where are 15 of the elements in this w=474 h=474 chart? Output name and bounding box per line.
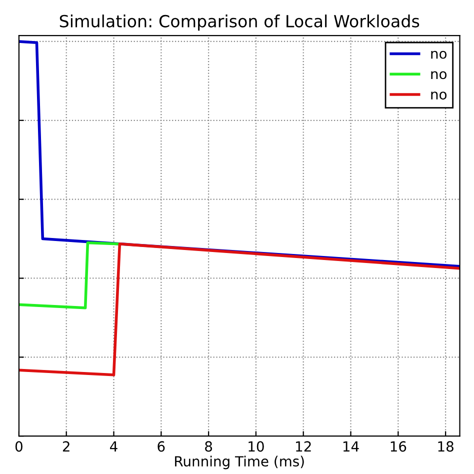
x-tick-label: 12 [296, 441, 311, 452]
legend-label: no [431, 71, 447, 80]
x-tick-label: 2 [62, 441, 70, 452]
x-tick-label: 14 [343, 441, 359, 452]
legend-label: no [431, 92, 447, 100]
legend-label: no [431, 50, 447, 59]
chart-title: Simulation: Comparison of Local Workloads [60, 14, 420, 31]
x-tick-label: 16 [390, 441, 406, 452]
x-tick-label: 8 [205, 441, 212, 452]
x-axis-title: Running Time (ms) [175, 456, 304, 470]
x-tick-label: 4 [110, 441, 118, 452]
x-tick-label: 0 [15, 441, 22, 452]
x-tick-label: 10 [248, 441, 264, 452]
x-tick-label: 18 [438, 441, 454, 452]
x-tick-label: 6 [158, 441, 165, 452]
